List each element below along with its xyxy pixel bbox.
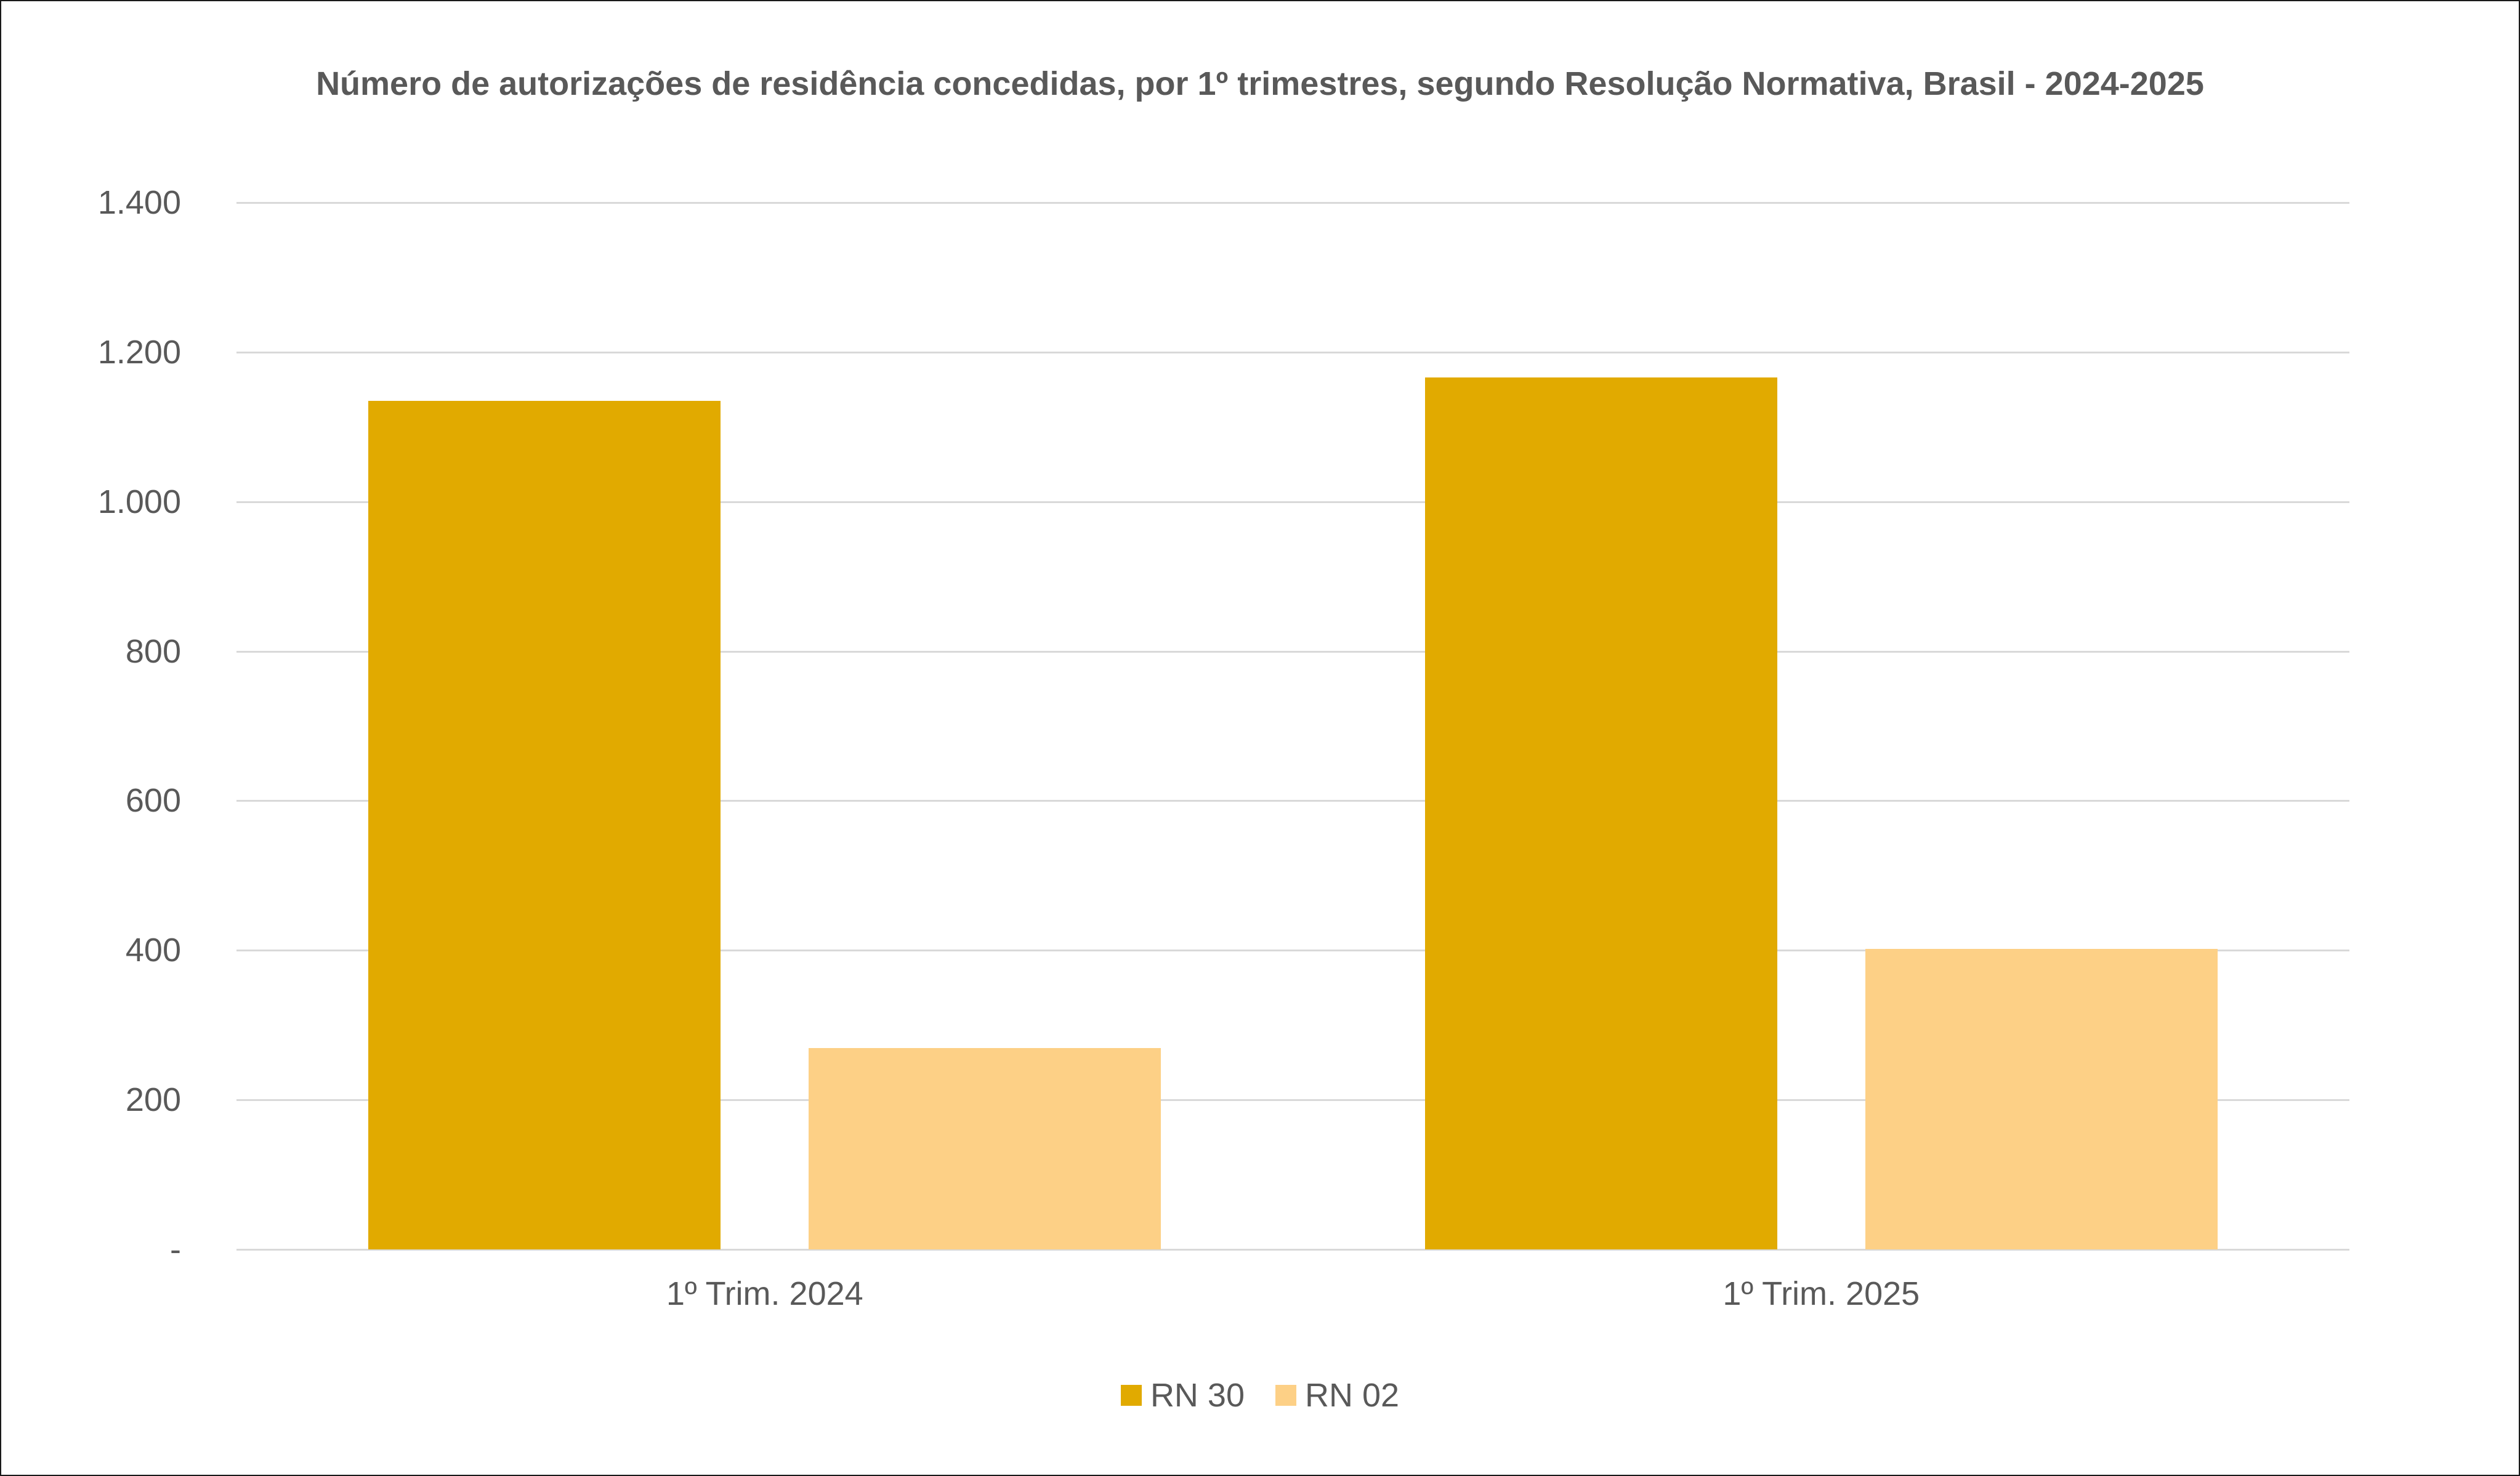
chart-title: Número de autorizações de residência con… (316, 65, 2204, 102)
y-tick-label: 600 (125, 782, 181, 820)
gridline (236, 351, 2349, 353)
legend-swatch-icon (1275, 1385, 1296, 1406)
bar-rn-30-1 (1424, 377, 1777, 1249)
bar-rn-30-0 (368, 400, 721, 1249)
y-tick-label: 1.000 (97, 483, 181, 520)
gridline (236, 800, 2349, 802)
legend-label: RN 02 (1305, 1377, 1400, 1414)
x-tick-label: 1º Trim. 2025 (1722, 1275, 1920, 1312)
legend: RN 30 RN 02 (0, 1376, 2520, 1414)
gridline (236, 501, 2349, 503)
y-tick-label: 800 (125, 632, 181, 670)
legend-item: RN 30 (1120, 1376, 1245, 1414)
y-tick-label: 1.200 (97, 333, 181, 371)
y-tick-label: 1.400 (97, 184, 181, 221)
legend-label: RN 30 (1150, 1377, 1245, 1414)
bar-rn-02-1 (1865, 948, 2218, 1249)
legend-swatch-icon (1120, 1385, 1142, 1406)
y-tick-label: - (170, 1231, 181, 1268)
plot-area (236, 202, 2349, 1251)
bar-rn-02-0 (809, 1048, 1161, 1249)
gridline (236, 1099, 2349, 1102)
gridline (236, 1249, 2349, 1251)
legend-item: RN 02 (1275, 1376, 1399, 1414)
x-tick-label: 1º Trim. 2024 (666, 1275, 863, 1312)
gridline (236, 202, 2349, 204)
y-tick-label: 400 (125, 932, 181, 969)
y-tick-label: 200 (125, 1081, 181, 1119)
gridline (236, 650, 2349, 653)
gridline (236, 950, 2349, 952)
